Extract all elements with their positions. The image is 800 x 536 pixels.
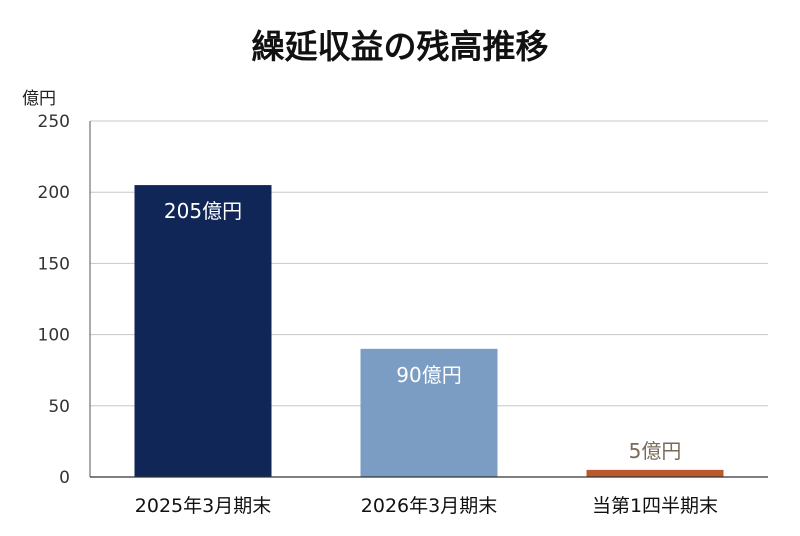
bar [134, 185, 272, 477]
data-label: 5億円 [629, 439, 682, 463]
data-label: 90億円 [396, 363, 461, 387]
data-label: 205億円 [164, 199, 242, 223]
y-axis-unit-label: 億円 [22, 89, 56, 109]
y-tick-label: 250 [38, 112, 70, 132]
y-tick-label: 100 [38, 326, 70, 346]
x-category-label: 当第1四半期末 [592, 495, 718, 517]
y-tick-label: 200 [38, 183, 70, 203]
x-category-label: 2025年3月期末 [135, 495, 271, 517]
bar [586, 469, 724, 477]
y-tick-label: 50 [48, 397, 70, 417]
bar [360, 348, 498, 477]
y-tick-label: 0 [59, 468, 70, 488]
x-category-label: 2026年3月期末 [361, 495, 497, 517]
chart-title: 繰延収益の残高推移 [251, 27, 549, 66]
y-tick-label: 150 [38, 254, 70, 274]
